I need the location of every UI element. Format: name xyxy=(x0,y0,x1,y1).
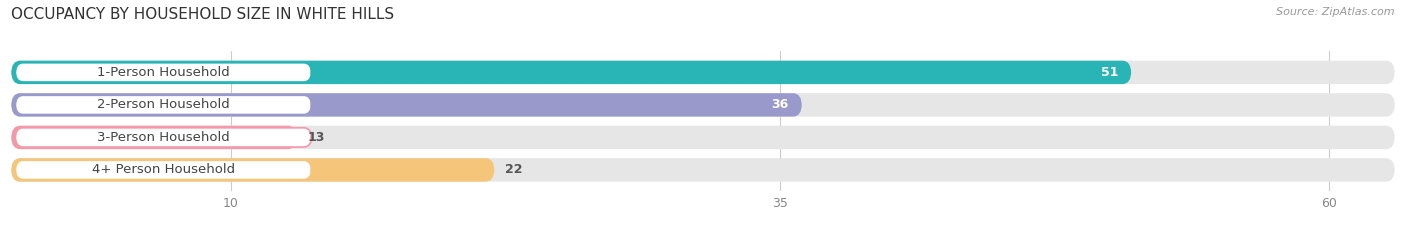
FancyBboxPatch shape xyxy=(11,126,1395,149)
Text: 4+ Person Household: 4+ Person Household xyxy=(91,163,235,176)
FancyBboxPatch shape xyxy=(11,93,801,116)
FancyBboxPatch shape xyxy=(15,160,312,179)
Text: 36: 36 xyxy=(772,98,789,111)
Text: 3-Person Household: 3-Person Household xyxy=(97,131,229,144)
FancyBboxPatch shape xyxy=(11,61,1132,84)
FancyBboxPatch shape xyxy=(11,93,1395,116)
FancyBboxPatch shape xyxy=(15,63,312,82)
Text: 22: 22 xyxy=(505,163,523,176)
Text: 51: 51 xyxy=(1101,66,1118,79)
FancyBboxPatch shape xyxy=(11,61,1395,84)
FancyBboxPatch shape xyxy=(11,158,495,182)
FancyBboxPatch shape xyxy=(15,95,312,114)
Text: 13: 13 xyxy=(308,131,325,144)
Text: 1-Person Household: 1-Person Household xyxy=(97,66,229,79)
FancyBboxPatch shape xyxy=(15,128,312,147)
FancyBboxPatch shape xyxy=(11,158,1395,182)
Text: OCCUPANCY BY HOUSEHOLD SIZE IN WHITE HILLS: OCCUPANCY BY HOUSEHOLD SIZE IN WHITE HIL… xyxy=(11,7,394,22)
Text: 2-Person Household: 2-Person Household xyxy=(97,98,229,111)
FancyBboxPatch shape xyxy=(11,126,297,149)
Text: Source: ZipAtlas.com: Source: ZipAtlas.com xyxy=(1277,7,1395,17)
